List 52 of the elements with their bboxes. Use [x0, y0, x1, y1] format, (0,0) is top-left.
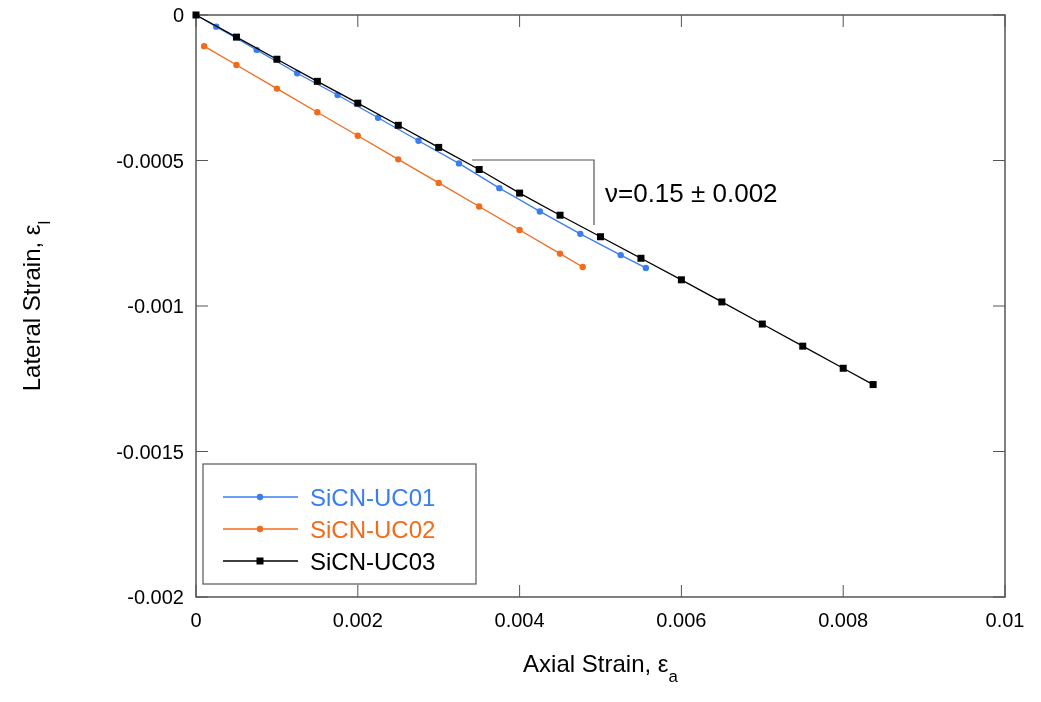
point	[637, 254, 645, 262]
point	[313, 77, 321, 85]
point	[556, 250, 564, 257]
point	[232, 33, 240, 41]
x-tick-label: 0.004	[494, 609, 545, 631]
point	[314, 108, 321, 116]
point	[869, 381, 877, 389]
point	[374, 114, 382, 121]
x-tick-label: 0.008	[818, 609, 869, 631]
y-tick-label: -0.0005	[116, 149, 184, 172]
point	[200, 42, 208, 50]
x-tick-label: 0.002	[332, 609, 383, 631]
point	[475, 166, 483, 174]
point	[516, 226, 523, 234]
point	[617, 251, 624, 259]
point	[475, 203, 483, 210]
point	[435, 179, 442, 187]
y-tick-label: -0.002	[127, 586, 184, 608]
point	[273, 85, 281, 92]
point	[516, 189, 524, 197]
point	[677, 276, 685, 284]
point	[642, 264, 649, 272]
point	[273, 55, 281, 63]
y-tick-label: -0.0015	[116, 440, 184, 463]
point	[536, 208, 544, 215]
y-tick-label: 0	[172, 4, 184, 26]
point	[496, 184, 503, 192]
legend-label: SiCN-UC03	[310, 548, 436, 575]
point	[354, 99, 362, 107]
legend-label: SiCN-UC01	[310, 484, 436, 511]
point	[579, 263, 586, 271]
point	[839, 364, 847, 372]
point	[233, 61, 240, 69]
point	[799, 342, 807, 350]
x-tick-label: 0.006	[656, 609, 707, 631]
point	[577, 230, 584, 238]
point	[718, 298, 726, 306]
legend-label: SiCN-UC02	[310, 516, 436, 543]
x-tick-label: 0.01	[985, 609, 1025, 631]
annotation: ν=0.15 ± 0.002	[605, 178, 778, 208]
point	[395, 156, 402, 163]
point	[435, 143, 443, 151]
x-tick-label: 0	[190, 609, 202, 631]
point	[455, 160, 463, 167]
y-tick-label: -0.001	[127, 295, 184, 317]
point	[354, 132, 361, 139]
x-axis-title: Axial Strain, ε$_{a}$	[523, 650, 679, 686]
point	[556, 211, 564, 219]
point	[758, 320, 766, 328]
point	[597, 233, 604, 241]
point	[394, 121, 402, 129]
point	[415, 137, 422, 144]
